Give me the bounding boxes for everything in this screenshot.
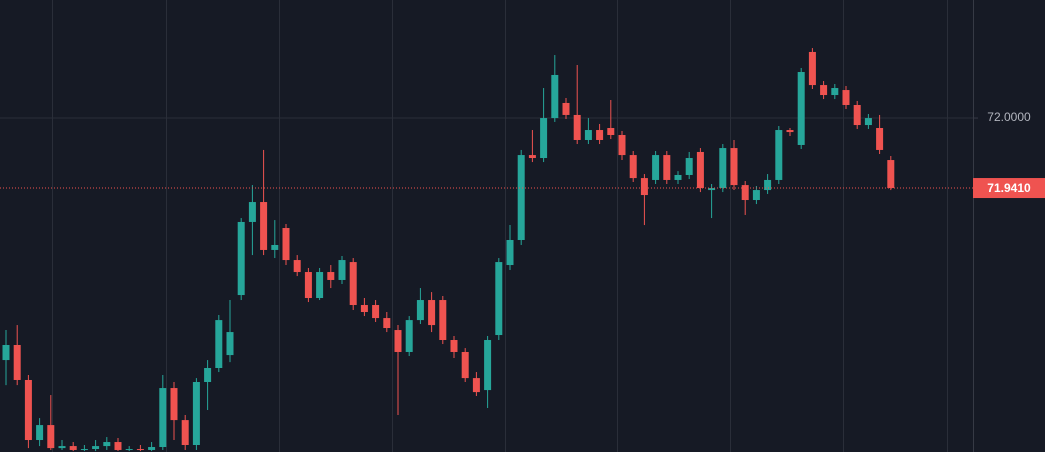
- candle-body: [741, 185, 749, 201]
- candle-body: [674, 174, 682, 180]
- candle-body: [2, 344, 10, 361]
- candle-body: [148, 447, 156, 450]
- candle-body: [652, 155, 660, 180]
- candle-body: [282, 228, 290, 261]
- candle-body: [831, 88, 839, 96]
- candle-body: [136, 449, 144, 451]
- candle-body: [114, 442, 122, 450]
- candle-body: [820, 85, 828, 96]
- candle-body: [439, 300, 447, 341]
- candle-body: [842, 90, 850, 105]
- candle-body: [786, 130, 794, 133]
- y-tick-label: 72.0000: [987, 110, 1031, 124]
- candle-body: [125, 449, 133, 451]
- candle-body: [36, 425, 44, 441]
- candle-body: [528, 155, 536, 159]
- candle-body: [685, 158, 693, 175]
- candle-body: [13, 344, 21, 380]
- candle-body: [808, 51, 816, 86]
- candle-body: [260, 202, 268, 250]
- candle-body: [517, 155, 525, 240]
- candle-body: [248, 202, 256, 222]
- candle-body: [383, 318, 391, 329]
- candle-body: [730, 148, 738, 186]
- candle-body: [719, 148, 727, 189]
- candle-body: [360, 305, 368, 313]
- candle-body: [540, 118, 548, 159]
- candle-body: [596, 130, 604, 140]
- candle-body: [293, 260, 301, 273]
- candle-body: [607, 128, 615, 136]
- candle-body: [428, 300, 436, 326]
- candle-body: [103, 442, 111, 447]
- candle-body: [450, 340, 458, 352]
- candle-body: [629, 155, 637, 179]
- candle-body: [58, 446, 66, 449]
- candle-body: [372, 305, 380, 319]
- candle-body: [204, 368, 212, 383]
- candle-body: [506, 239, 514, 266]
- last-price-label: 71.9410: [987, 181, 1031, 195]
- candle-body: [551, 74, 559, 119]
- candle-body: [394, 330, 402, 352]
- candle-body: [304, 272, 312, 299]
- candle-body: [864, 118, 872, 126]
- candle-body: [618, 135, 626, 156]
- candle-body: [562, 102, 570, 115]
- candle-body: [338, 260, 346, 280]
- candle-body: [215, 320, 223, 369]
- candle-body: [159, 388, 167, 448]
- last-price-tag: [973, 178, 1045, 199]
- candle-body: [876, 128, 884, 150]
- candle-body: [696, 151, 704, 189]
- candle-body: [47, 425, 55, 449]
- candle-body: [181, 420, 189, 446]
- candle-body: [92, 446, 100, 450]
- candle-body: [584, 130, 592, 140]
- candle-body: [349, 262, 357, 306]
- candle-body: [237, 221, 245, 296]
- candle-body: [192, 382, 200, 446]
- candle-body: [69, 446, 77, 450]
- candle-body: [327, 272, 335, 280]
- candle-body: [405, 320, 413, 352]
- candle-body: [752, 190, 760, 201]
- candle-body: [775, 130, 783, 180]
- candle-body: [797, 72, 805, 145]
- candle-body: [853, 104, 861, 126]
- candle-body: [663, 155, 671, 180]
- candle-body: [24, 379, 32, 441]
- candle-body: [495, 262, 503, 336]
- candle-body: [573, 114, 581, 140]
- vertical-grid: [52, 0, 948, 452]
- candle-body: [170, 388, 178, 421]
- candle-body: [316, 272, 324, 299]
- candle-body: [226, 332, 234, 356]
- candle-body: [640, 178, 648, 196]
- candle-body: [271, 244, 279, 250]
- candle-body: [484, 340, 492, 391]
- candle-body: [461, 351, 469, 379]
- candle-body: [416, 300, 424, 321]
- candle-body: [887, 160, 895, 189]
- candle-body: [708, 188, 716, 191]
- candle-body: [80, 449, 88, 451]
- candle-body: [764, 179, 772, 191]
- candle-body: [472, 378, 480, 393]
